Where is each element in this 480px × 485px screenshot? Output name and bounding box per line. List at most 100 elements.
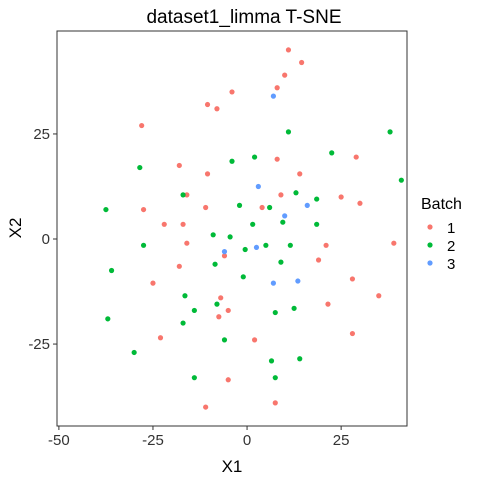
data-point-batch-2 bbox=[229, 158, 235, 164]
data-point-batch-2 bbox=[263, 242, 269, 248]
data-point-batch-1 bbox=[376, 293, 382, 299]
data-point-batch-1 bbox=[274, 156, 280, 162]
data-point-batch-2 bbox=[287, 242, 293, 248]
data-point-batch-1 bbox=[349, 330, 356, 337]
data-point-batch-1 bbox=[139, 122, 145, 129]
legend-key-batch-2 bbox=[427, 242, 433, 248]
data-point-batch-2 bbox=[240, 274, 246, 280]
data-point-batch-1 bbox=[285, 47, 292, 53]
data-point-batch-2 bbox=[250, 221, 256, 227]
plot-panel bbox=[56, 30, 408, 427]
data-point-batch-1 bbox=[204, 101, 211, 108]
data-point-batch-1 bbox=[221, 253, 228, 259]
data-point-batch-2 bbox=[285, 129, 292, 135]
data-point-batch-1 bbox=[214, 106, 220, 112]
data-point-batch-1 bbox=[274, 85, 280, 91]
data-point-batch-2 bbox=[293, 190, 299, 196]
data-point-batch-2 bbox=[242, 246, 248, 253]
data-point-batch-1 bbox=[150, 280, 156, 286]
data-point-batch-1 bbox=[278, 192, 284, 198]
data-point-batch-2 bbox=[214, 301, 220, 307]
data-point-batch-1 bbox=[176, 263, 182, 269]
data-point-batch-1 bbox=[225, 307, 231, 314]
data-point-batch-2 bbox=[267, 204, 273, 211]
x-tick-label: 0 bbox=[243, 432, 251, 449]
data-point-batch-3 bbox=[282, 213, 288, 219]
legend: Batch 123 bbox=[421, 196, 462, 273]
data-point-batch-2 bbox=[227, 234, 233, 240]
data-point-batch-2 bbox=[314, 221, 320, 227]
data-point-batch-2 bbox=[272, 309, 278, 316]
data-points bbox=[103, 47, 404, 410]
data-point-batch-2 bbox=[103, 206, 109, 213]
data-point-batch-1 bbox=[299, 59, 305, 66]
data-point-batch-2 bbox=[272, 375, 278, 381]
legend-label: 1 bbox=[447, 220, 455, 237]
data-point-batch-2 bbox=[387, 129, 393, 135]
data-point-batch-2 bbox=[280, 219, 286, 225]
legend-label: 2 bbox=[447, 238, 455, 255]
data-point-batch-2 bbox=[137, 164, 143, 171]
x-tick-label: -50 bbox=[48, 432, 70, 449]
legend-key-batch-1 bbox=[427, 224, 433, 230]
data-point-batch-2 bbox=[108, 267, 115, 274]
data-point-batch-1 bbox=[251, 337, 258, 343]
data-point-batch-1 bbox=[272, 400, 278, 406]
data-point-batch-2 bbox=[251, 154, 258, 160]
y-tick-label: 25 bbox=[33, 126, 50, 143]
data-point-batch-1 bbox=[323, 242, 329, 248]
data-point-batch-1 bbox=[225, 377, 231, 383]
data-point-batch-1 bbox=[184, 192, 190, 198]
data-point-batch-2 bbox=[105, 316, 111, 322]
y-tick-label: 0 bbox=[42, 231, 50, 248]
data-point-batch-2 bbox=[212, 261, 218, 267]
data-point-batch-1 bbox=[297, 171, 303, 177]
data-point-batch-3 bbox=[270, 280, 276, 286]
data-point-batch-3 bbox=[295, 278, 301, 284]
data-point-batch-1 bbox=[391, 240, 397, 246]
y-axis-title: X2 bbox=[6, 218, 25, 239]
data-point-batch-1 bbox=[204, 171, 211, 177]
chart-title: dataset1_limma T-SNE bbox=[146, 7, 341, 28]
data-point-batch-1 bbox=[338, 194, 344, 200]
data-point-batch-2 bbox=[268, 358, 275, 364]
data-point-batch-2 bbox=[210, 232, 216, 238]
data-point-batch-1 bbox=[315, 257, 322, 263]
data-point-batch-3 bbox=[304, 202, 310, 208]
data-point-batch-1 bbox=[325, 301, 331, 307]
data-point-batch-2 bbox=[221, 337, 228, 343]
data-point-batch-2 bbox=[180, 320, 186, 326]
data-point-batch-1 bbox=[216, 314, 222, 320]
data-point-batch-2 bbox=[278, 259, 284, 265]
data-point-batch-1 bbox=[161, 221, 167, 227]
data-point-batch-1 bbox=[180, 221, 186, 227]
data-point-batch-1 bbox=[176, 162, 182, 169]
data-point-batch-3 bbox=[255, 183, 261, 190]
data-point-batch-1 bbox=[184, 240, 190, 246]
data-point-batch-2 bbox=[329, 150, 335, 156]
data-point-batch-1 bbox=[140, 206, 147, 213]
data-point-batch-2 bbox=[297, 356, 303, 362]
data-point-batch-2 bbox=[236, 202, 243, 208]
data-point-batch-2 bbox=[140, 242, 147, 248]
x-tick-label: -25 bbox=[142, 432, 164, 449]
y-axis: -25 0 25 bbox=[28, 126, 57, 353]
data-point-batch-1 bbox=[218, 295, 224, 301]
x-tick-label: 25 bbox=[333, 432, 350, 449]
data-point-batch-2 bbox=[191, 375, 197, 381]
data-point-batch-2 bbox=[182, 293, 188, 299]
data-point-batch-1 bbox=[203, 404, 209, 410]
data-point-batch-3 bbox=[270, 93, 276, 99]
data-point-batch-1 bbox=[157, 335, 164, 341]
data-point-batch-1 bbox=[353, 154, 359, 160]
data-point-batch-1 bbox=[229, 89, 235, 95]
data-point-batch-2 bbox=[314, 196, 320, 202]
legend-key-batch-3 bbox=[427, 260, 433, 266]
y-tick-label: -25 bbox=[28, 336, 50, 353]
data-point-batch-1 bbox=[203, 204, 209, 211]
data-point-batch-2 bbox=[131, 349, 137, 356]
data-point-batch-2 bbox=[398, 177, 404, 183]
legend-title: Batch bbox=[421, 196, 462, 213]
